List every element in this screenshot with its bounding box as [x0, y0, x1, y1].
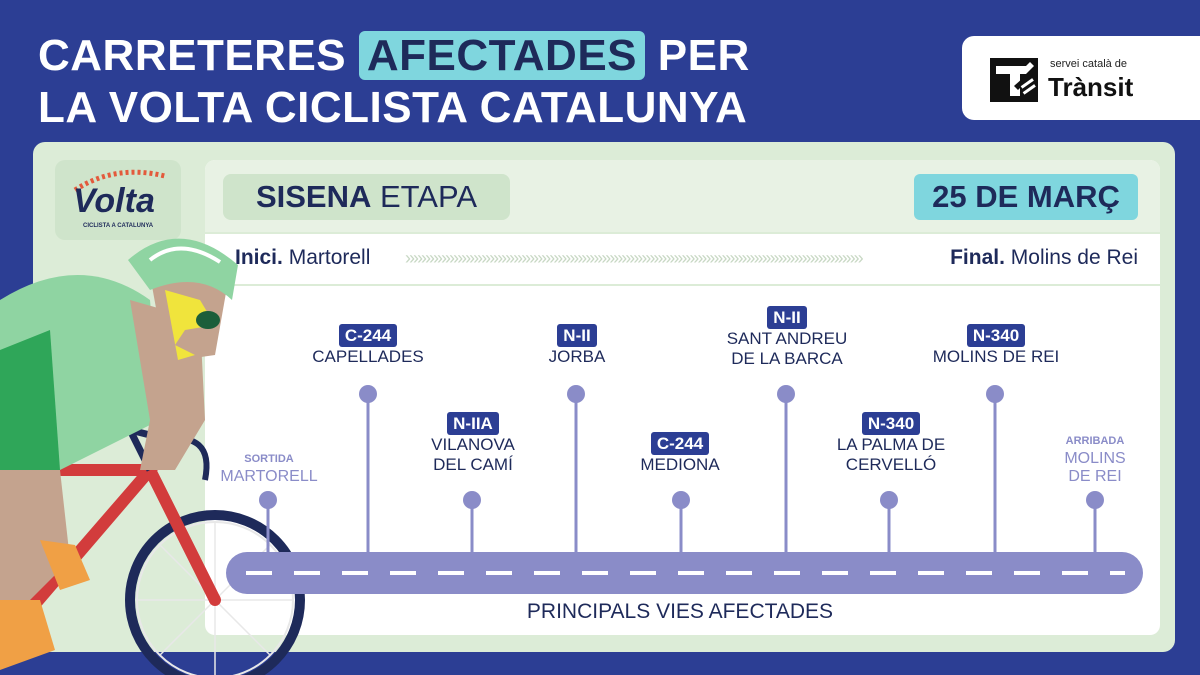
road-badge: N-340	[966, 324, 1026, 347]
title-highlight: AFECTADES	[358, 31, 646, 80]
stop-dot-s6	[880, 491, 898, 509]
stop-town-line1: SANT ANDREU	[726, 329, 848, 348]
stop-dot-s3	[567, 385, 585, 403]
stop-label-3: N-II JORBA	[496, 324, 658, 367]
end-endpoint-label: ARRIBADA MOLINS DE REI	[1040, 432, 1150, 486]
road-badge: C-244	[650, 432, 710, 455]
road-badge: C-244	[338, 324, 398, 347]
volta-logo: Volta CICLISTA A CATALUNYA	[55, 160, 181, 240]
stop-dot-end	[1086, 491, 1104, 509]
stop-label-1: C-244 CAPELLADES	[287, 324, 449, 367]
title-part2: PER	[657, 31, 750, 80]
start-endpoint-city: MARTORELL	[220, 468, 318, 485]
transit-logo: servei català de Trànsit	[962, 36, 1200, 120]
stop-town-line2: DE LA BARCA	[731, 349, 843, 368]
stop-dot-s4	[672, 491, 690, 509]
route-row: Inici. Martorell »»»»»»»»»»»»»»»»»»»»»»»…	[205, 232, 1160, 286]
route-end: Final. Molins de Rei	[950, 246, 1138, 270]
stop-town-line1: MOLINS DE REI	[932, 347, 1060, 366]
stop-town-line1: LA PALMA DE	[836, 435, 946, 454]
stop-dot-s7	[986, 385, 1004, 403]
stop-dot-s5	[777, 385, 795, 403]
start-tag: SORTIDA	[244, 453, 294, 465]
route-end-city: Molins de Rei	[1010, 246, 1138, 269]
volta-subtitle: CICLISTA A CATALUNYA	[83, 223, 154, 229]
route-start-prefix: Inici.	[235, 246, 283, 269]
title-line2: LA VOLTA CICLISTA CATALUNYA	[38, 83, 748, 132]
stage-pill: SISENA ETAPA	[223, 174, 510, 220]
bottom-caption: PRINCIPALS VIES AFECTADES	[526, 600, 834, 623]
logo-big-text: Trànsit	[1048, 72, 1134, 102]
date-badge: 25 DE MARÇ	[914, 174, 1138, 220]
page-title: CARRETERES AFECTADES PER LA VOLTA CICLIS…	[38, 30, 750, 134]
cyclist-illustration	[0, 238, 305, 675]
road-badge: N-II	[557, 324, 597, 347]
route-chevrons: »»»»»»»»»»»»»»»»»»»»»»»»»»»»»»»»»»»»»»»»…	[405, 248, 864, 268]
stop-town-line1: CAPELLADES	[312, 347, 424, 366]
logo-small-text: servei català de	[1050, 58, 1128, 70]
stage-number: SISENA	[255, 179, 372, 214]
end-endpoint-city-line1: MOLINS	[1064, 450, 1126, 467]
transit-logo-icon	[990, 58, 1038, 102]
start-endpoint-label: SORTIDA MARTORELL	[210, 450, 328, 486]
stop-dot-start	[259, 491, 277, 509]
road-badge: N-IIA	[447, 412, 499, 435]
stop-dot-s2	[463, 491, 481, 509]
stop-town-line2: CERVELLÓ	[845, 455, 937, 474]
title-part1: CARRETERES	[38, 31, 347, 80]
volta-word: Volta	[73, 182, 155, 220]
stop-label-6: N-340 LA PALMA DE CERVELLÓ	[801, 412, 981, 475]
stage-header: SISENA ETAPA 25 DE MARÇ	[205, 160, 1160, 232]
stop-label-7: N-340 MOLINS DE REI	[906, 324, 1086, 367]
route-end-prefix: Final.	[950, 246, 1005, 269]
stage-label: ETAPA	[380, 179, 478, 214]
route-start-city: Martorell	[288, 246, 371, 269]
stop-label-4: C-244 MEDIONA	[599, 432, 761, 475]
end-endpoint-city-line2: DE REI	[1068, 468, 1122, 485]
stop-town-line1: MEDIONA	[640, 455, 720, 474]
end-tag: ARRIBADA	[1065, 435, 1125, 447]
road-badge: N-340	[861, 412, 921, 435]
stop-town-line2: DEL CAMÍ	[433, 455, 513, 474]
route-start: Inici. Martorell	[235, 246, 370, 270]
stop-label-5: N-II SANT ANDREU DE LA BARCA	[697, 306, 877, 369]
road-badge: N-II	[767, 306, 807, 329]
stop-dot-s1	[359, 385, 377, 403]
timeline-stems	[259, 385, 1104, 560]
stop-town-line1: JORBA	[548, 347, 606, 366]
stop-town-line1: VILANOVA	[431, 435, 515, 454]
stop-label-2: N-IIA VILANOVA DEL CAMÍ	[392, 412, 554, 475]
